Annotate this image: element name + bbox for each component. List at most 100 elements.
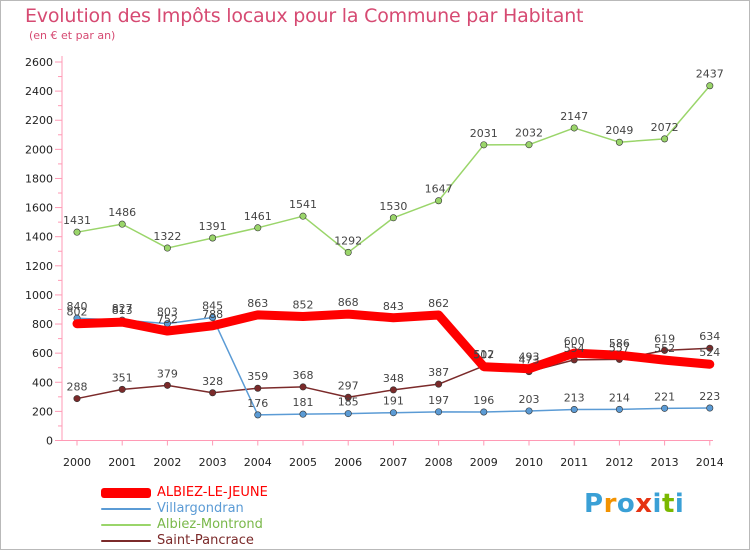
data-label: 600 (564, 335, 585, 348)
data-label: 288 (67, 381, 88, 394)
data-point (254, 384, 262, 392)
data-point (118, 220, 126, 228)
data-point (389, 409, 397, 417)
data-label: 507 (473, 349, 494, 362)
data-label: 213 (564, 391, 585, 404)
data-point (570, 124, 578, 132)
data-label: 2437 (696, 68, 724, 81)
data-point (73, 395, 81, 403)
logo-letter: t (661, 489, 675, 519)
x-tick-label: 2011 (560, 456, 588, 469)
data-point (344, 410, 352, 418)
x-tick-label: 2009 (470, 456, 498, 469)
data-label: 2031 (470, 127, 498, 140)
data-label: 843 (383, 300, 404, 313)
legend-swatch (101, 488, 151, 498)
data-label: 1530 (379, 200, 407, 213)
x-tick-label: 2013 (651, 456, 679, 469)
data-point (209, 234, 217, 242)
data-point (344, 393, 352, 401)
data-label: 813 (112, 304, 133, 317)
logo-letter: i (674, 489, 685, 519)
data-label: 203 (519, 393, 540, 406)
data-label: 788 (202, 308, 223, 321)
legend-label: ALBIEZ-LE-JEUNE (157, 485, 268, 500)
y-tick-label: 400 (32, 376, 53, 389)
data-label: 2072 (651, 121, 679, 134)
data-label: 524 (699, 346, 720, 359)
data-point (435, 380, 443, 388)
data-label: 827 (112, 302, 133, 315)
data-label: 586 (609, 337, 630, 350)
data-point (389, 214, 397, 222)
y-tick-label: 1600 (25, 202, 53, 215)
data-label: 802 (67, 306, 88, 319)
y-tick-label: 1400 (25, 231, 53, 244)
data-label: 473 (519, 354, 540, 367)
data-point (661, 346, 669, 354)
data-label: 387 (428, 366, 449, 379)
x-tick-label: 2003 (199, 456, 227, 469)
data-label: 197 (428, 394, 449, 407)
data-label: 554 (564, 342, 585, 355)
data-point (209, 389, 217, 397)
legend-swatch (101, 508, 151, 510)
data-label: 868 (338, 296, 359, 309)
logo-letter: i (652, 489, 662, 519)
data-point (254, 224, 262, 232)
y-tick-label: 800 (32, 318, 53, 331)
logo-letter: r (603, 489, 617, 519)
x-tick-label: 2007 (379, 456, 407, 469)
x-tick-label: 2006 (334, 456, 362, 469)
data-label: 552 (654, 342, 675, 355)
data-point (706, 82, 714, 90)
chart-title: Evolution des Impôts locaux pour la Comm… (25, 5, 584, 27)
data-point (73, 228, 81, 236)
data-label: 634 (699, 330, 720, 343)
data-label: 328 (202, 375, 223, 388)
x-tick-label: 2008 (425, 456, 453, 469)
data-label: 191 (383, 395, 404, 408)
data-point (480, 141, 488, 149)
series-lines (72, 82, 715, 419)
data-label: 2147 (560, 110, 588, 123)
data-point (118, 385, 126, 393)
x-tick-label: 2000 (63, 456, 91, 469)
data-label: 1541 (289, 198, 317, 211)
y-tick-label: 1200 (25, 260, 53, 273)
data-label: 752 (157, 313, 178, 326)
series-line (76, 84, 711, 254)
data-label: 845 (202, 299, 223, 312)
data-label: 512 (473, 348, 494, 361)
y-tick-label: 2600 (25, 56, 53, 69)
y-tick-label: 0 (46, 435, 53, 448)
data-label: 1391 (199, 220, 227, 233)
chart-subtitle: (en € et par an) (29, 29, 116, 42)
data-label: 221 (654, 390, 675, 403)
data-label: 1431 (63, 214, 91, 227)
x-tick-label: 2010 (515, 456, 543, 469)
data-point (661, 404, 669, 412)
data-label: 379 (157, 367, 178, 380)
data-label: 1647 (425, 183, 453, 196)
legend-label: Albiez-Montrond (157, 517, 263, 532)
data-label: 368 (293, 369, 314, 382)
x-tick-label: 2012 (605, 456, 633, 469)
y-tick-label: 1800 (25, 172, 53, 185)
logo-letter: o (616, 489, 636, 519)
y-tick-label: 200 (32, 405, 53, 418)
legend-label: Saint-Pancrace (157, 533, 254, 548)
data-point (661, 135, 669, 143)
data-label: 185 (338, 396, 359, 409)
data-point (615, 138, 623, 146)
data-point (435, 197, 443, 205)
x-tick-label: 2004 (244, 456, 272, 469)
data-point (163, 381, 171, 389)
data-label: 214 (609, 391, 630, 404)
data-label: 351 (112, 371, 133, 384)
logo-letter: P (584, 489, 604, 519)
legend-swatch (101, 524, 151, 526)
legend-swatch (101, 540, 151, 542)
